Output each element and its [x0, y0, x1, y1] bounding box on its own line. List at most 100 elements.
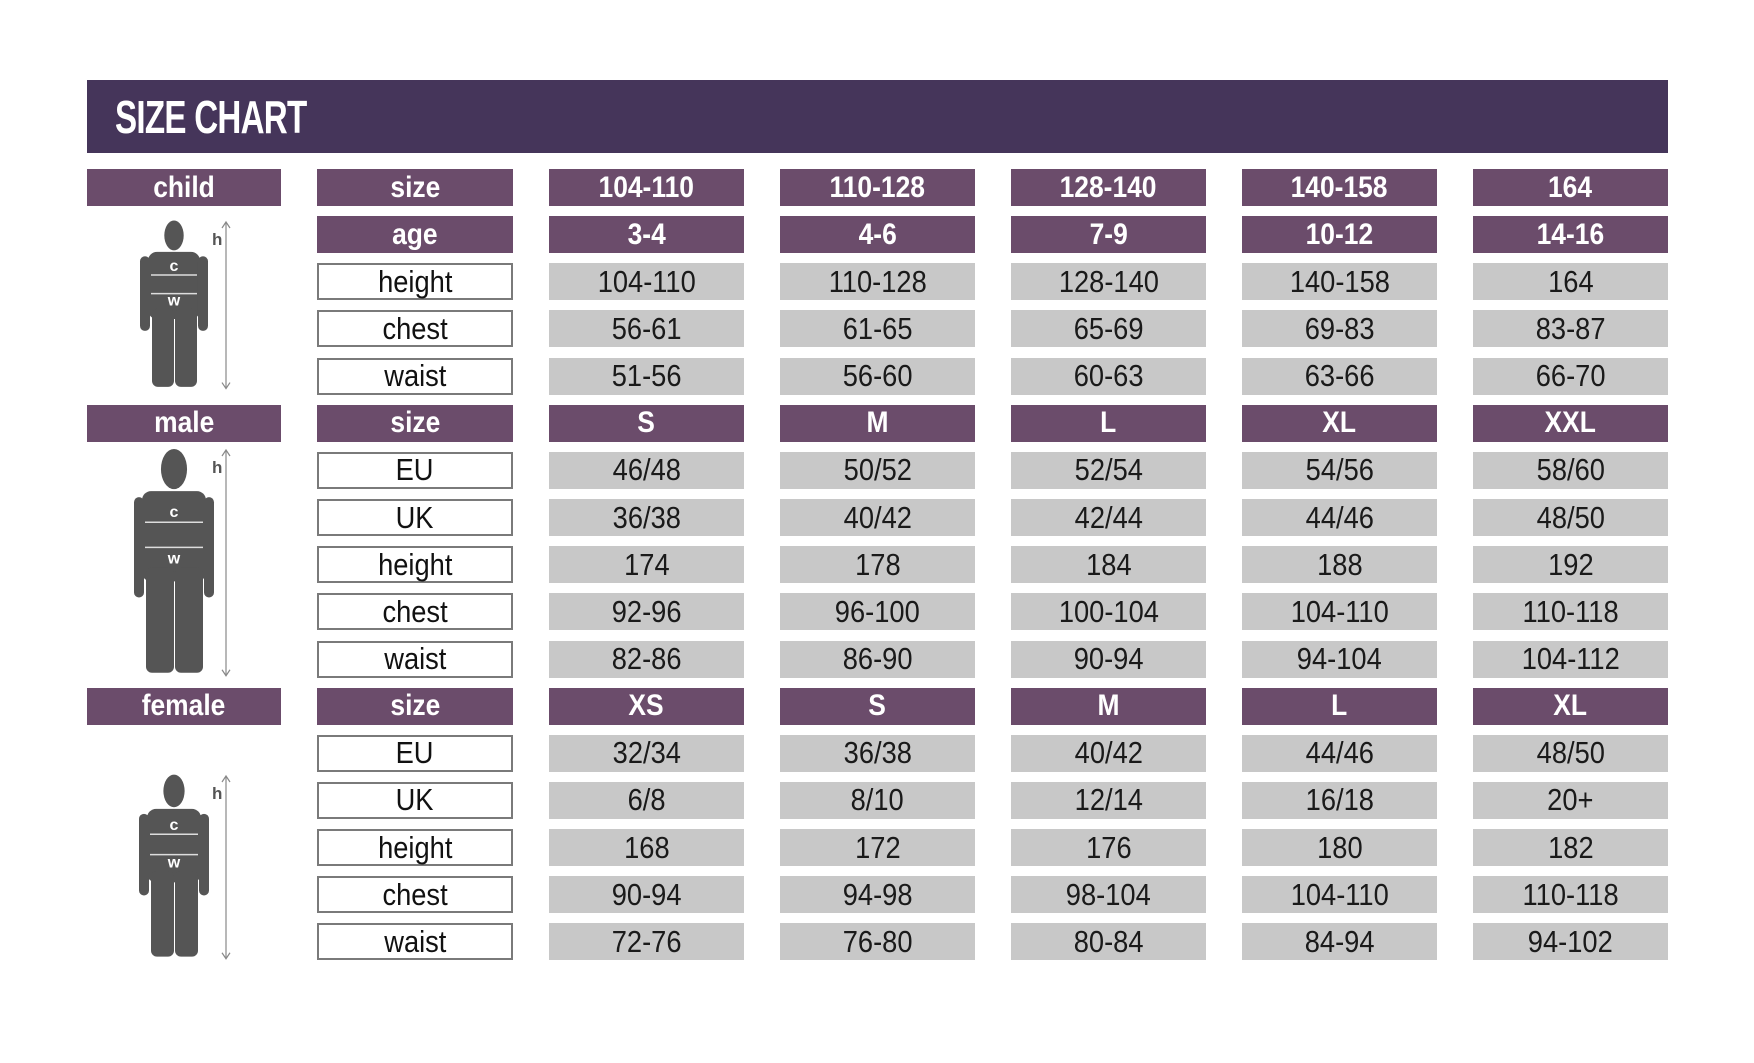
value-cell-height-text: 110-128	[828, 263, 927, 299]
row-label-uk-text: UK	[396, 499, 434, 535]
value-cell-height-text: 174	[623, 546, 670, 582]
header-cell-size-text: XXL	[1544, 406, 1597, 440]
value-cell-eu: 50/52	[780, 451, 975, 489]
value-cell-eu-text: 44/46	[1305, 735, 1374, 771]
value-cell-uk: 48/50	[1473, 499, 1668, 537]
value-cell-eu: 46/48	[549, 451, 744, 489]
value-cell-height: 174	[549, 546, 744, 584]
value-cell-chest: 69-83	[1242, 310, 1437, 348]
value-cell-waist-text: 86-90	[842, 641, 913, 676]
value-cell-eu-text: 48/50	[1536, 735, 1605, 771]
value-cell-waist: 76-80	[780, 923, 975, 961]
value-cell-waist-text: 82-86	[611, 641, 682, 676]
header-cell-size-text: XL	[1322, 406, 1357, 440]
header-cell-size: XL	[1473, 687, 1668, 725]
header-cell-size-text: 110-128	[829, 170, 926, 204]
header-cell-size: M	[780, 404, 975, 442]
value-cell-waist: 60-63	[1011, 357, 1206, 395]
header-cell-age: 14-16	[1473, 216, 1668, 254]
value-cell-height: 192	[1473, 546, 1668, 584]
header-cell-age-text: 10-12	[1305, 217, 1374, 251]
value-cell-waist: 90-94	[1011, 640, 1206, 678]
value-cell-eu: 52/54	[1011, 451, 1206, 489]
value-cell-chest: 83-87	[1473, 310, 1668, 348]
header-cell-size: 110-128	[780, 169, 975, 206]
row-label-height: height	[317, 829, 513, 867]
header-cell-size-text: S	[637, 406, 656, 440]
male-silhouette-icon: c w h	[134, 447, 234, 683]
value-cell-chest-text: 98-104	[1066, 876, 1151, 912]
header-cell-size: XL	[1242, 404, 1437, 442]
value-cell-uk-text: 42/44	[1074, 499, 1143, 535]
value-cell-chest: 96-100	[780, 593, 975, 631]
header-cell-size-text: 164	[1548, 170, 1593, 204]
value-cell-waist-text: 66-70	[1535, 358, 1606, 394]
title-bar: SIZE CHART	[87, 80, 1668, 153]
header-cell-age: 10-12	[1242, 216, 1437, 254]
value-cell-uk-text: 20+	[1547, 782, 1594, 818]
value-cell-chest-text: 65-69	[1073, 310, 1144, 346]
value-cell-chest-text: 110-118	[1522, 593, 1619, 629]
value-cell-height: 128-140	[1011, 263, 1206, 301]
header-cell-size: S	[549, 404, 744, 442]
value-cell-waist-text: 94-102	[1528, 923, 1613, 959]
row-label-waist-text: waist	[383, 923, 447, 959]
header-cell-size: L	[1242, 687, 1437, 725]
value-cell-chest: 92-96	[549, 593, 744, 631]
value-cell-chest: 61-65	[780, 310, 975, 348]
row-label-waist: waist	[317, 923, 513, 961]
value-cell-chest-text: 100-104	[1058, 593, 1159, 629]
value-cell-height-text: 182	[1547, 829, 1594, 865]
header-cell-size-text: S	[868, 689, 887, 723]
value-cell-waist-text: 94-104	[1297, 641, 1382, 676]
header-cell-size-text: L	[1331, 689, 1348, 723]
row-label-waist-text: waist	[383, 641, 447, 676]
value-cell-eu: 54/56	[1242, 451, 1437, 489]
value-cell-waist-text: 104-112	[1521, 641, 1620, 676]
value-cell-uk: 6/8	[549, 781, 744, 819]
height-mark: h	[212, 230, 222, 249]
header-cell-age: 4-6	[780, 216, 975, 254]
header-cell-age-text: 4-6	[858, 217, 897, 251]
row-label-chest-text: chest	[382, 310, 448, 346]
row-label-age-text: age	[392, 217, 438, 251]
value-cell-waist-text: 51-56	[611, 358, 682, 394]
value-cell-waist: 72-76	[549, 923, 744, 961]
value-cell-height-text: 128-140	[1058, 263, 1159, 299]
header-cell-age-text: 14-16	[1536, 217, 1605, 251]
value-cell-chest-text: 69-83	[1304, 310, 1375, 346]
value-cell-chest: 98-104	[1011, 876, 1206, 914]
value-cell-waist: 104-112	[1473, 640, 1668, 678]
value-cell-waist: 84-94	[1242, 923, 1437, 961]
value-cell-uk-text: 6/8	[627, 782, 666, 818]
header-cell-size-text: L	[1100, 406, 1117, 440]
value-cell-uk-text: 48/50	[1536, 499, 1605, 535]
value-cell-waist-text: 90-94	[1073, 641, 1144, 676]
value-cell-chest: 100-104	[1011, 593, 1206, 631]
section-label-male-text: male	[153, 406, 215, 440]
row-label-eu-text: EU	[396, 735, 434, 771]
value-cell-height-text: 168	[623, 829, 670, 865]
value-cell-chest-text: 83-87	[1535, 310, 1606, 346]
row-label-waist: waist	[317, 357, 513, 395]
header-cell-size-text: XL	[1553, 689, 1588, 723]
waist-mark: w	[167, 293, 181, 310]
value-cell-uk: 42/44	[1011, 499, 1206, 537]
header-cell-age-text: 7-9	[1089, 217, 1128, 251]
value-cell-waist: 80-84	[1011, 923, 1206, 961]
value-cell-waist: 56-60	[780, 357, 975, 395]
row-label-eu: EU	[317, 734, 513, 772]
value-cell-height: 164	[1473, 263, 1668, 301]
value-cell-chest-text: 104-110	[1290, 876, 1389, 912]
header-cell-size-text: 104-110	[598, 170, 695, 204]
value-cell-waist-text: 63-66	[1304, 358, 1375, 394]
value-cell-eu-text: 54/56	[1305, 452, 1374, 488]
value-cell-uk: 12/14	[1011, 781, 1206, 819]
value-cell-waist: 66-70	[1473, 357, 1668, 395]
row-label-size: size	[317, 687, 513, 725]
value-cell-height-text: 164	[1547, 263, 1594, 299]
value-cell-height-text: 184	[1085, 546, 1132, 582]
header-cell-size-text: M	[866, 406, 889, 440]
header-cell-size-text: XS	[628, 689, 665, 723]
female-silhouette-icon: c w h	[134, 773, 234, 966]
